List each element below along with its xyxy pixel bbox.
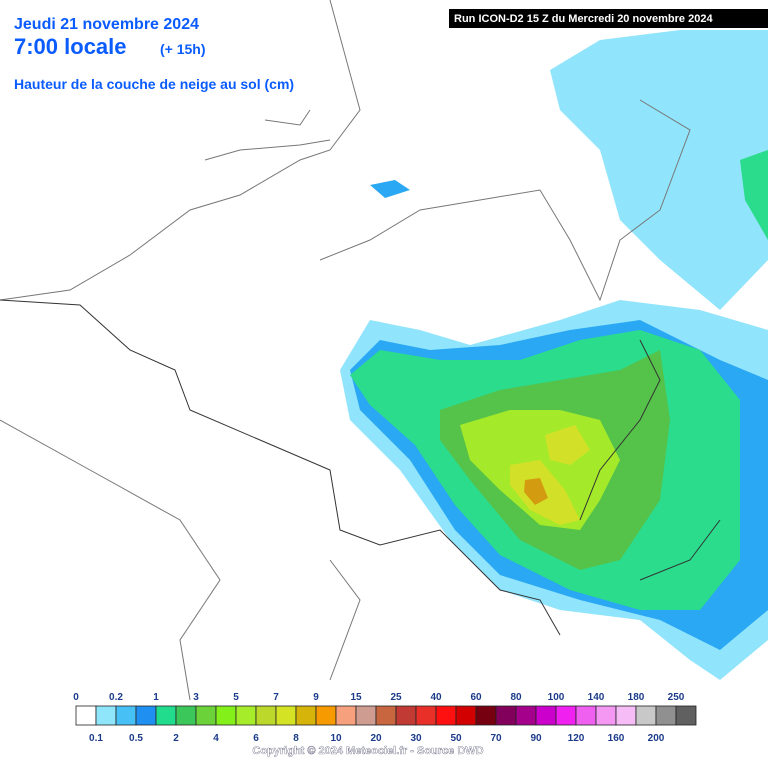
- legend-label: 30: [410, 733, 422, 744]
- legend-swatch: [615, 705, 637, 726]
- legend-swatch: [155, 705, 177, 726]
- legend-swatch: [355, 705, 377, 726]
- legend-swatch: [575, 705, 597, 726]
- legend-swatch: [295, 705, 317, 726]
- legend-swatch: [375, 705, 397, 726]
- legend-label: 60: [470, 692, 482, 703]
- legend-label: 120: [568, 733, 585, 744]
- legend-label: 50: [450, 733, 462, 744]
- legend-label: 9: [313, 692, 319, 703]
- legend-swatch: [655, 705, 677, 726]
- legend-swatch: [435, 705, 457, 726]
- legend-label: 200: [648, 733, 665, 744]
- legend-label: 0.2: [109, 692, 123, 703]
- legend-swatch: [515, 705, 537, 726]
- borders: [0, 0, 721, 701]
- legend-swatch: [115, 705, 137, 726]
- legend-label: 160: [608, 733, 625, 744]
- legend-swatch: [635, 705, 657, 726]
- legend-swatch: [495, 705, 517, 726]
- legend-label: 250: [668, 692, 685, 703]
- snow-field: [340, 30, 768, 680]
- legend-label: 40: [430, 692, 442, 703]
- legend-swatch: [75, 705, 97, 726]
- legend-swatch: [555, 705, 577, 726]
- legend-label: 20: [370, 733, 382, 744]
- legend-label: 2: [173, 733, 179, 744]
- legend-label: 140: [588, 692, 605, 703]
- variable-label: Hauteur de la couche de neige au sol (cm…: [14, 76, 294, 92]
- legend-label: 7: [273, 692, 279, 703]
- legend-swatch: [275, 705, 297, 726]
- legend-label: 3: [193, 692, 199, 703]
- legend-swatch: [315, 705, 337, 726]
- legend-swatch: [195, 705, 217, 726]
- legend-swatch: [255, 705, 277, 726]
- legend-swatch: [135, 705, 157, 726]
- legend-label: 70: [490, 733, 502, 744]
- legend-swatch: [595, 705, 617, 726]
- legend-label: 8: [293, 733, 299, 744]
- legend-label: 90: [530, 733, 542, 744]
- legend-label: 5: [233, 692, 239, 703]
- legend-swatch: [235, 705, 257, 726]
- legend: 0 0.1 0.2 0.5 1 2 3 4 5 6 7 8 9 10 15 20 25 30 40 50 60 70 80 9…: [73, 692, 697, 744]
- offset-label: (+ 15h): [160, 41, 206, 57]
- legend-swatch: [455, 705, 477, 726]
- legend-swatch: [415, 705, 437, 726]
- legend-label: 4: [213, 733, 219, 744]
- legend-swatch: [675, 705, 697, 726]
- legend-swatch: [95, 705, 117, 726]
- legend-swatch: [475, 705, 497, 726]
- legend-swatch: [535, 705, 557, 726]
- legend-swatch: [215, 705, 237, 726]
- legend-label: 15: [350, 692, 362, 703]
- legend-label: 0: [73, 692, 79, 703]
- legend-label: 0.1: [89, 733, 103, 744]
- legend-label: 1: [153, 692, 159, 703]
- legend-swatch: [335, 705, 357, 726]
- legend-label: 180: [628, 692, 645, 703]
- legend-label: 100: [548, 692, 565, 703]
- copyright: Copyright © 2024 Meteociel.fr - Source D…: [252, 745, 483, 757]
- date-label: Jeudi 21 novembre 2024: [14, 16, 199, 33]
- legend-label: 0.5: [129, 733, 143, 744]
- run-box: [449, 9, 768, 28]
- legend-label: 10: [330, 733, 342, 744]
- time-label: 7:00 locale: [14, 34, 127, 59]
- legend-label: 6: [253, 733, 259, 744]
- legend-swatch: [175, 705, 197, 726]
- legend-label: 25: [390, 692, 402, 703]
- legend-swatch: [395, 705, 417, 726]
- run-label: Run ICON-D2 15 Z du Mercredi 20 novembre…: [454, 13, 713, 25]
- legend-label: 80: [510, 692, 522, 703]
